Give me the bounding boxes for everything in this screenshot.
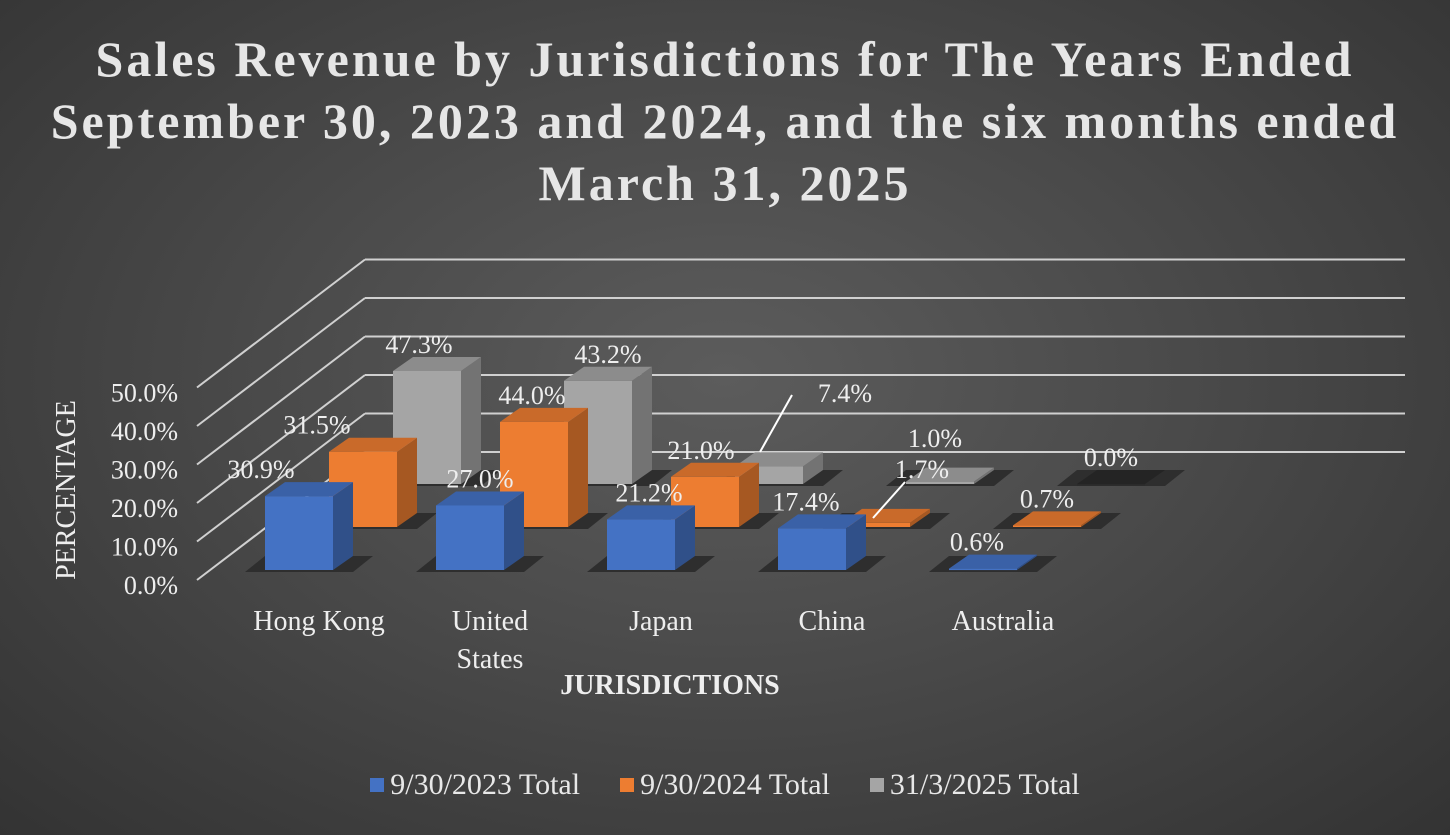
bar-side <box>1081 511 1101 527</box>
bar-top <box>393 356 481 371</box>
bar-front <box>778 528 846 570</box>
bar-top <box>607 505 695 520</box>
data-label: 47.3% <box>385 330 452 359</box>
bar-side <box>974 467 994 484</box>
y-axis-title: PERCENTAGE <box>51 400 82 580</box>
legend-item: 9/30/2023 Total <box>370 768 580 802</box>
bar-1-4 <box>993 511 1121 529</box>
bar-top <box>778 514 866 529</box>
bar-side <box>739 462 759 527</box>
chart-legend: 9/30/2023 Total 9/30/2024 Total 31/3/2025 … <box>0 768 1450 802</box>
bar-0-0 <box>245 482 373 572</box>
chart-title: Sales Revenue by Jurisdictions for The Y… <box>50 31 1400 211</box>
legend-label: 9/30/2024 Total <box>640 768 830 801</box>
bar-front <box>949 568 1017 571</box>
gridline-diagonal <box>196 412 366 543</box>
legend-item: 9/30/2024 Total <box>620 768 830 802</box>
bar-front <box>906 481 974 484</box>
bar-0-2 <box>587 505 715 572</box>
gridline-diagonal <box>196 297 366 427</box>
bar-side <box>461 356 481 484</box>
bar-top <box>436 491 524 506</box>
bar-top <box>1013 511 1101 526</box>
legend-swatch <box>869 778 884 792</box>
bar-top <box>949 554 1037 569</box>
bar-top <box>564 366 652 381</box>
bar-0-1 <box>416 491 544 572</box>
data-label: 7.4% <box>818 379 872 408</box>
bar-top <box>265 482 353 497</box>
y-tick-label: 30.0% <box>111 456 178 485</box>
bar-side <box>333 482 353 570</box>
bar-top <box>906 467 994 482</box>
y-tick-label: 50.0% <box>111 379 178 408</box>
bar-side <box>1017 554 1037 570</box>
gridline-diagonal <box>196 258 366 389</box>
leader-line <box>872 481 906 519</box>
gridline-diagonal <box>196 374 366 504</box>
data-label: 43.2% <box>574 340 641 369</box>
bar-side <box>910 508 930 527</box>
x-tick-label: Australia <box>952 606 1055 637</box>
bar-front <box>265 496 333 570</box>
bar-side <box>846 514 866 570</box>
y-tick-label: 20.0% <box>111 494 178 523</box>
x-tick-label: Japan <box>629 606 693 637</box>
bar-side <box>675 505 695 570</box>
y-tick-label: 40.0% <box>111 417 178 446</box>
legend-label: 9/30/2023 Total <box>390 768 581 801</box>
bar-top <box>500 407 588 422</box>
bar-front <box>1077 484 1145 486</box>
bar-0-3 <box>758 514 886 572</box>
bar-top <box>1077 470 1165 484</box>
y-tick-label: 10.0% <box>111 533 178 562</box>
data-label: 31.5% <box>283 411 350 440</box>
data-label: 0.0% <box>1084 443 1138 472</box>
bar-side <box>632 366 652 484</box>
x-tick-label: China <box>799 606 866 637</box>
bar-2-0 <box>373 356 501 486</box>
bar-front <box>607 519 675 570</box>
bar-2-4 <box>1057 470 1185 486</box>
y-tick-label: 0.0% <box>124 571 178 600</box>
data-label: 1.7% <box>895 455 949 484</box>
x-axis-title: JURISDICTIONS <box>560 670 779 701</box>
legend-swatch <box>370 778 385 792</box>
x-tick-label: Hong Kong <box>253 606 384 637</box>
bar-front <box>842 522 910 527</box>
data-label: 27.0% <box>446 464 513 493</box>
bar-side <box>504 491 524 570</box>
bar-front <box>436 505 504 570</box>
data-label: 21.0% <box>667 436 734 465</box>
data-label: 21.2% <box>615 478 682 507</box>
data-label: 17.4% <box>772 487 839 516</box>
leader-line <box>759 394 793 453</box>
data-label: 1.0% <box>908 424 962 453</box>
bar-top <box>671 462 759 477</box>
data-label: 44.0% <box>498 381 565 410</box>
data-label: 30.9% <box>227 455 294 484</box>
bar-2-3 <box>886 467 1014 486</box>
x-tick-label: United <box>452 606 528 637</box>
bar-front <box>1013 525 1081 527</box>
data-label: 0.7% <box>1020 484 1074 513</box>
gridline-diagonal <box>196 335 366 466</box>
bar-0-4 <box>929 554 1057 572</box>
bar-side <box>397 437 417 527</box>
data-label: 0.6% <box>950 528 1004 557</box>
bar-top <box>329 437 417 452</box>
legend-item: 31/3/2025 Total <box>869 768 1080 802</box>
legend-swatch <box>620 778 635 792</box>
bar-side <box>803 452 823 484</box>
x-tick-label: States <box>457 644 524 675</box>
legend-label: 31/3/2025 Total <box>889 768 1080 801</box>
bar-side <box>568 407 588 527</box>
